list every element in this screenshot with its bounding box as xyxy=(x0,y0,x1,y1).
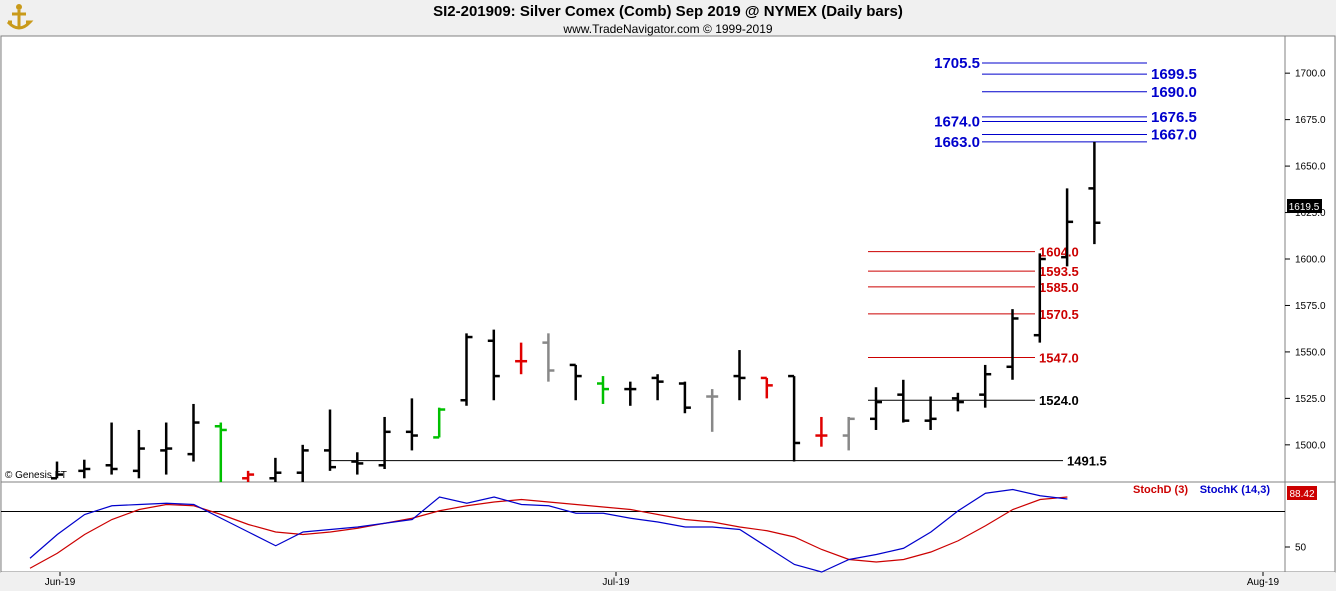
price-bar xyxy=(842,416,855,451)
price-tick-label: 1550.0 xyxy=(1295,347,1326,358)
support-label: 1547.0 xyxy=(1039,350,1079,365)
price-bar xyxy=(351,452,364,475)
price-bar xyxy=(324,409,336,471)
price-bar xyxy=(651,374,664,401)
price-tick-label: 1525.0 xyxy=(1295,394,1326,405)
legend-stochd: StochD (3) xyxy=(1133,484,1188,496)
price-bar xyxy=(951,392,964,412)
chart-header: SI2-201909: Silver Comex (Comb) Sep 2019… xyxy=(0,0,1336,36)
price-bar xyxy=(597,376,609,404)
support-label: 1585.0 xyxy=(1039,280,1079,295)
stochastic-lines xyxy=(1,488,1285,573)
price-bar xyxy=(733,350,746,401)
support-label: 1604.0 xyxy=(1039,245,1079,260)
resistance-label: 1699.5 xyxy=(1151,66,1197,83)
date-tick-label: Jun-19 xyxy=(45,577,76,588)
stoch-series-line xyxy=(29,488,1068,573)
legend-stochk: StochK (14,3) xyxy=(1200,484,1271,496)
price-bar xyxy=(433,407,446,439)
price-bar xyxy=(788,374,801,462)
price-bar xyxy=(1088,141,1101,245)
date-tick-label: Aug-19 xyxy=(1247,577,1280,588)
support-label: 1593.5 xyxy=(1039,264,1079,279)
price-bar xyxy=(1033,253,1046,343)
price-bar xyxy=(78,459,91,479)
trade-navigator-logo xyxy=(4,2,34,34)
price-tick-label: 1600.0 xyxy=(1295,255,1326,266)
stoch-last-box xyxy=(1287,486,1317,500)
price-bar xyxy=(1006,309,1019,380)
support-label: 1570.5 xyxy=(1039,307,1079,322)
price-bar xyxy=(870,387,882,430)
last-price-label: 1619.5 xyxy=(1289,202,1320,213)
neutral-label: 1524.0 xyxy=(1039,393,1079,408)
price-bar xyxy=(132,429,145,479)
resistance-label: 1676.5 xyxy=(1151,109,1197,126)
price-bar xyxy=(214,422,227,482)
price-bar xyxy=(405,398,418,451)
date-axis-ticks: Jun-19 Jul-19 Aug-19 xyxy=(45,572,1280,588)
price-bar xyxy=(706,389,719,432)
price-axis-ticks: 1500.0 1525.0 1550.0 1575.0 1600.0 1625.0 1650… xyxy=(1285,69,1326,451)
stoch-axis-ticks: 50 xyxy=(1285,543,1307,554)
price-tick-label: 1650.0 xyxy=(1295,162,1326,173)
price-bar xyxy=(515,342,528,375)
price-bar xyxy=(678,381,691,414)
price-bar xyxy=(760,376,773,399)
price-bar xyxy=(487,329,500,401)
resistance-label: 1705.5 xyxy=(934,55,980,72)
price-bar xyxy=(460,333,473,406)
price-tick-label: 1675.0 xyxy=(1295,115,1326,126)
price-panel xyxy=(0,35,1286,483)
neutral-label: 1491.5 xyxy=(1067,454,1107,469)
resistance-label: 1690.0 xyxy=(1151,84,1197,101)
resistance-label: 1667.0 xyxy=(1151,126,1197,143)
price-bar xyxy=(296,444,309,482)
stoch-panel xyxy=(0,481,1286,573)
price-bar xyxy=(1061,188,1074,267)
resistance-label: 1663.0 xyxy=(934,134,980,151)
stoch-tick-label: 50 xyxy=(1295,543,1307,554)
price-bars xyxy=(51,141,1101,482)
price-bar xyxy=(378,416,391,469)
price-tick-label: 1700.0 xyxy=(1295,69,1326,80)
watermark: © Genesis FT xyxy=(5,470,67,481)
price-bar xyxy=(979,364,992,408)
price-tick-label: 1500.0 xyxy=(1295,440,1326,451)
price-bar xyxy=(242,470,255,482)
price-bar xyxy=(542,333,555,382)
price-bar xyxy=(105,422,118,475)
anchor-icon xyxy=(4,2,34,34)
stoch-last-label: 88.42 xyxy=(1289,489,1314,500)
price-bar xyxy=(51,461,63,480)
price-bar xyxy=(187,403,200,462)
price-bar xyxy=(924,396,937,430)
date-axis xyxy=(1,572,1335,590)
price-axis xyxy=(1284,35,1336,483)
chart-title: SI2-201909: Silver Comex (Comb) Sep 2019… xyxy=(433,3,903,20)
price-bar xyxy=(624,381,637,406)
price-bar xyxy=(569,363,582,401)
last-price-box xyxy=(1287,199,1322,213)
price-bar xyxy=(269,457,282,482)
resistance-label: 1674.0 xyxy=(934,113,980,130)
date-tick-label: Jul-19 xyxy=(602,577,630,588)
price-tick-label: 1625.0 xyxy=(1295,208,1326,219)
price-bar xyxy=(160,422,173,475)
chart-subtitle: www.TradeNavigator.com © 1999-2019 xyxy=(563,22,773,36)
price-bar xyxy=(897,379,910,423)
price-tick-label: 1575.0 xyxy=(1295,301,1326,312)
price-bar xyxy=(815,416,828,447)
